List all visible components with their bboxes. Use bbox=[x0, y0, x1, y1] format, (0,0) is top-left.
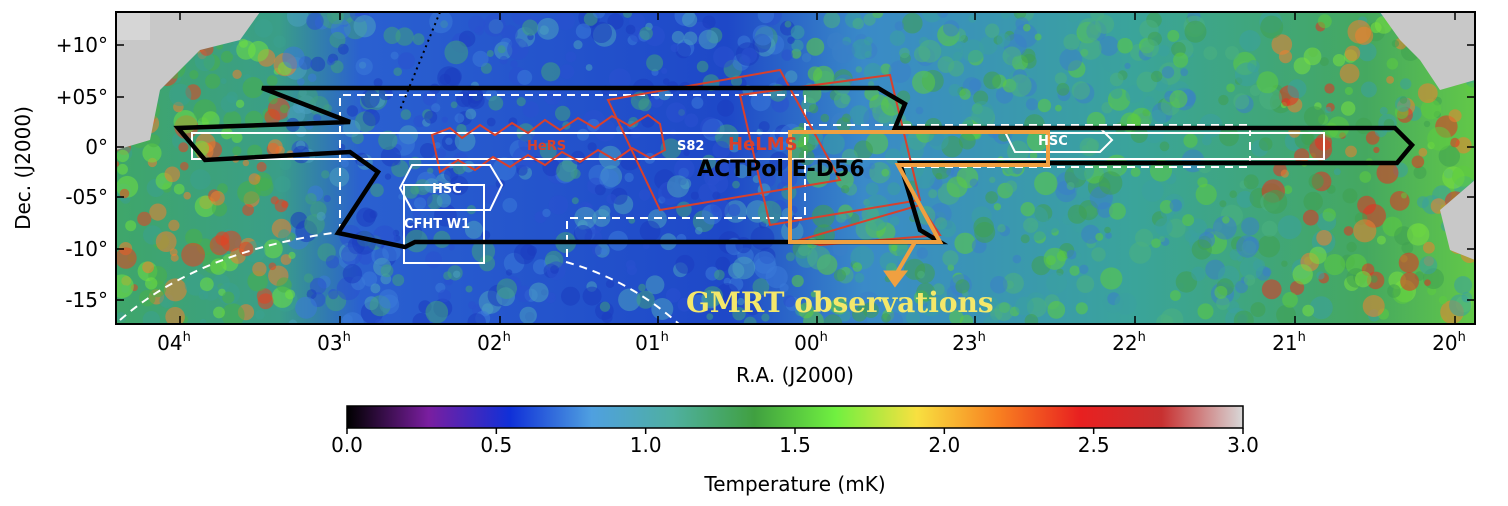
ra-tick-labels: 04h 03h 02h 01h 00h 23h 22h 21h 20h bbox=[157, 330, 1466, 355]
colorbar-tick-label: 0.5 bbox=[480, 433, 512, 457]
hsc-left-label: HSC bbox=[432, 182, 462, 197]
ra-tick-label: 04h bbox=[157, 330, 191, 355]
y-axis-label: Dec. (J2000) bbox=[11, 106, 35, 230]
ra-tick-label: 21h bbox=[1272, 330, 1306, 355]
dec-tick-label: +10° bbox=[56, 33, 108, 57]
cfht-label: CFHT W1 bbox=[404, 217, 470, 232]
temperature-map bbox=[116, 12, 1475, 324]
gmrt-label: GMRT observations bbox=[686, 286, 994, 319]
dec-tick-label: -15° bbox=[65, 288, 108, 312]
hsc-left-footprint bbox=[398, 164, 504, 211]
dec-tick-labels: +10° +05° 0° -05° -10° -15° bbox=[56, 33, 108, 312]
cfht-footprint bbox=[403, 184, 485, 264]
actpol-label: ACTPol E-D56 bbox=[697, 157, 865, 182]
dec-tick-label: -10° bbox=[65, 237, 108, 261]
colorbar-label: Temperature (mK) bbox=[703, 472, 885, 496]
colorbar-ticks: 0.0 0.5 1.0 1.5 2.0 2.5 3.0 bbox=[331, 428, 1259, 457]
gmrt-footprint bbox=[788, 130, 1050, 244]
ra-tick-label: 02h bbox=[477, 330, 511, 355]
hers-label: HeRS bbox=[527, 139, 566, 154]
x-axis-label: R.A. (J2000) bbox=[736, 363, 854, 387]
colorbar-tick-label: 2.5 bbox=[1078, 433, 1110, 457]
map-frame bbox=[115, 11, 1476, 325]
dec-tick-label: 0° bbox=[85, 135, 108, 159]
colorbar-tick-label: 0.0 bbox=[331, 433, 363, 457]
colorbar-tick-label: 1.0 bbox=[630, 433, 662, 457]
ra-tick-label: 22h bbox=[1112, 330, 1146, 355]
colorbar bbox=[346, 405, 1244, 429]
dec-tick-label: -05° bbox=[65, 185, 108, 209]
hsc-right-label: HSC bbox=[1038, 134, 1068, 149]
ra-tick-label: 01h bbox=[635, 330, 669, 355]
ra-tick-label: 23h bbox=[952, 330, 986, 355]
ra-tick-label: 03h bbox=[317, 330, 351, 355]
colorbar-tick-label: 3.0 bbox=[1227, 433, 1259, 457]
dashed-footprint-right bbox=[805, 124, 1251, 168]
ra-tick-label: 20h bbox=[1432, 330, 1466, 355]
axis-ticks bbox=[116, 12, 1475, 324]
survey-overlays bbox=[119, 12, 1416, 324]
hers-footprint bbox=[430, 113, 667, 174]
colorbar-tick-label: 1.5 bbox=[779, 433, 811, 457]
ra-tick-label: 00h bbox=[794, 330, 828, 355]
helms-footprint bbox=[606, 68, 842, 212]
helms-label: HeLMS bbox=[728, 134, 798, 155]
colorbar-tick-label: 2.0 bbox=[928, 433, 960, 457]
s82-label: S82 bbox=[677, 139, 704, 154]
dec-tick-label: +05° bbox=[56, 85, 108, 109]
